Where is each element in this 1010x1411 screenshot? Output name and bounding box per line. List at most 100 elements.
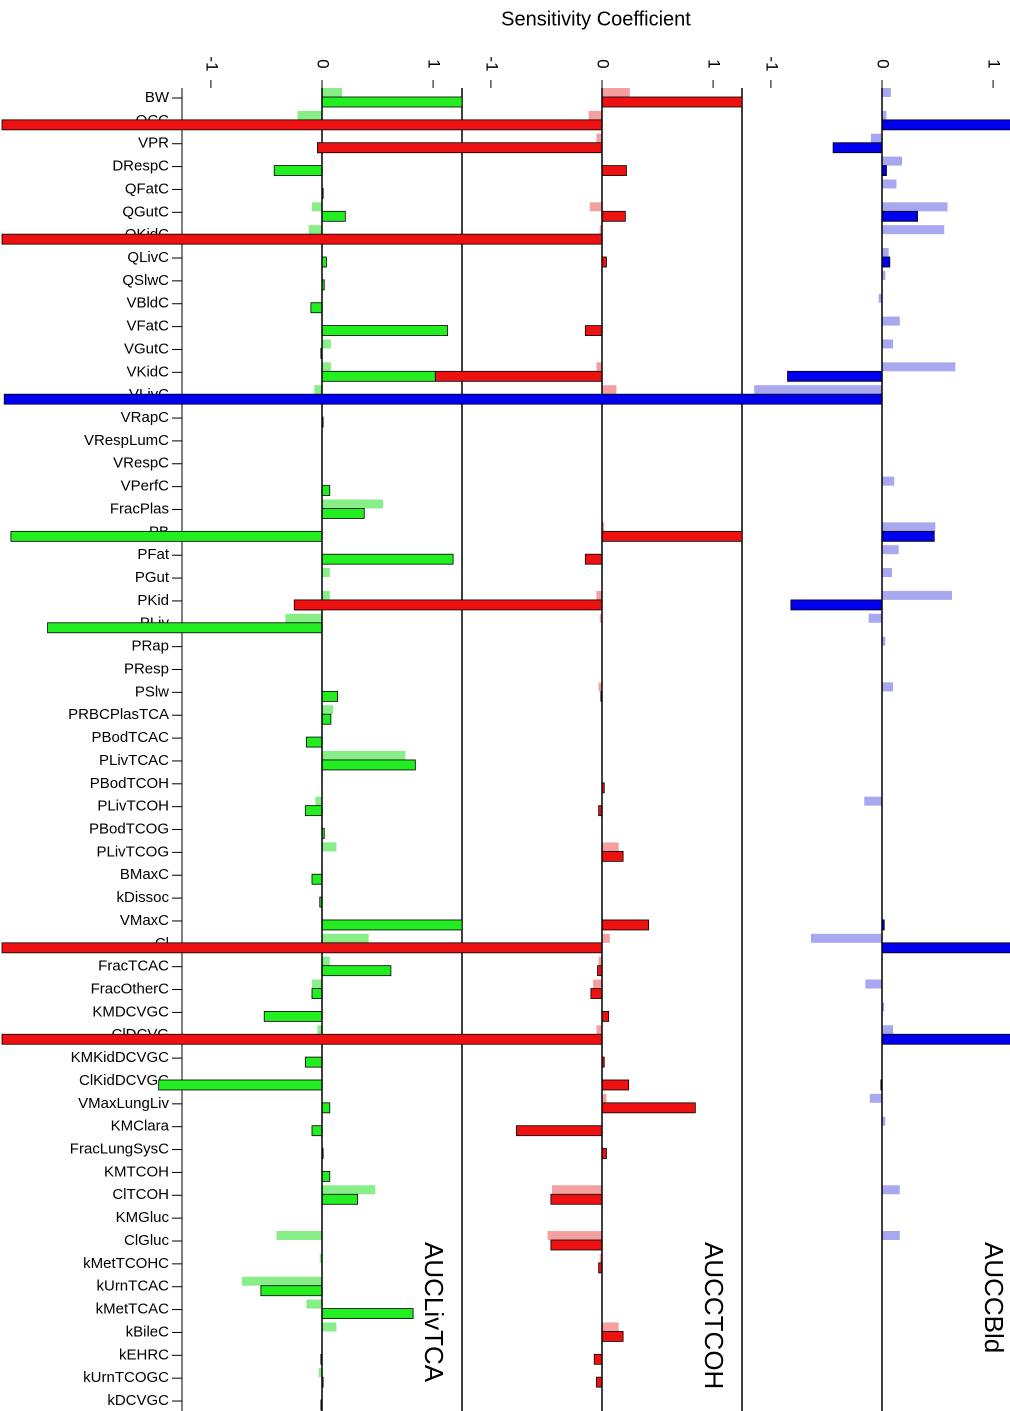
- bar: [601, 850, 624, 862]
- bar: [319, 1253, 322, 1263]
- x-tick-label: -1: [482, 56, 501, 71]
- y-tick-label: kDCVGC: [107, 1392, 169, 1409]
- y-tick-label: KMTCOH: [104, 1163, 169, 1180]
- bar: [434, 370, 603, 382]
- bar: [882, 88, 891, 97]
- y-tick-label: ClGluc: [124, 1232, 170, 1249]
- y-tick-label: VMaxC: [120, 912, 169, 929]
- y-tick-label: PBodTCOH: [90, 775, 169, 792]
- y-tick-label: BW: [145, 89, 170, 106]
- bar: [263, 1011, 323, 1022]
- bar: [601, 1102, 696, 1114]
- bar: [1, 1033, 603, 1045]
- y-tick-label: VGutC: [124, 340, 169, 357]
- y-tick-label: KMKidDCVGC: [71, 1049, 170, 1066]
- bar: [882, 1231, 900, 1240]
- bar: [881, 119, 1010, 131]
- bar: [596, 133, 602, 143]
- bar: [312, 202, 322, 212]
- bar: [869, 1093, 882, 1103]
- y-tick-label: QSlwC: [122, 272, 169, 289]
- bar: [790, 599, 883, 611]
- bar: [882, 682, 894, 692]
- y-tick-label: PRBCPlasTCA: [68, 706, 169, 723]
- y-tick-label: VFatC: [126, 318, 169, 335]
- bar: [293, 599, 603, 611]
- bar: [516, 1125, 603, 1137]
- x-tick-label: 1: [705, 59, 724, 68]
- y-tick-label: FracTCAC: [98, 958, 169, 975]
- y-tick-label: QGutC: [122, 203, 169, 220]
- y-tick-label: PSlw: [135, 683, 169, 700]
- bar: [881, 256, 891, 268]
- y-tick-label: kBileC: [126, 1323, 170, 1340]
- y-tick-label: DRespC: [112, 158, 169, 175]
- bar: [596, 590, 602, 600]
- y-tick-label: PLivTCAC: [99, 752, 169, 769]
- bar: [285, 613, 322, 623]
- bar: [273, 165, 323, 176]
- bar: [882, 1002, 885, 1012]
- bar: [593, 979, 602, 989]
- y-tick-label: FracPlas: [110, 500, 169, 517]
- bar: [322, 1185, 376, 1195]
- bar: [882, 1025, 894, 1035]
- bar: [584, 553, 603, 565]
- y-tick-label: VRapC: [121, 409, 170, 426]
- bar: [47, 622, 323, 634]
- y-tick-label: kMetTCAC: [96, 1301, 170, 1318]
- bar: [322, 362, 331, 372]
- bar: [882, 110, 887, 120]
- y-tick-label: PGut: [135, 569, 170, 586]
- y-tick-label: FracLungSysC: [70, 1141, 169, 1158]
- y-tick-label: ClTCOH: [112, 1186, 169, 1203]
- bar: [310, 302, 323, 314]
- bar: [602, 933, 610, 943]
- bar: [321, 965, 392, 977]
- x-tick-label: 0: [594, 59, 613, 68]
- bar: [599, 225, 602, 235]
- bar: [598, 682, 602, 692]
- y-tick-label: kUrnTCOGC: [83, 1369, 169, 1386]
- bar: [315, 796, 322, 806]
- bar: [311, 988, 323, 999]
- bar: [321, 759, 416, 771]
- bar: [601, 1079, 630, 1091]
- x-tick-label: 1: [985, 59, 1004, 68]
- y-tick-label: KMClara: [111, 1118, 170, 1135]
- bar: [882, 179, 897, 189]
- bar: [882, 248, 889, 258]
- bar: [312, 979, 322, 989]
- bar: [601, 919, 650, 931]
- bar: [590, 988, 603, 999]
- bar: [602, 88, 630, 97]
- chart-title: Sensitivity Coefficient: [501, 8, 691, 30]
- bar: [322, 568, 330, 578]
- x-tick-label: 0: [314, 59, 333, 68]
- y-tick-label: KMGluc: [116, 1209, 170, 1226]
- bar: [322, 956, 330, 966]
- bar: [881, 1033, 1010, 1045]
- bar: [321, 210, 346, 222]
- bar: [10, 530, 323, 542]
- y-tick-label: PKid: [137, 592, 169, 609]
- bar: [276, 1231, 322, 1240]
- bar: [304, 805, 323, 817]
- bar: [882, 316, 900, 326]
- bar: [1, 233, 603, 245]
- y-tick-label: VBldC: [126, 295, 169, 312]
- bar: [321, 553, 454, 565]
- panel-label: AUCCTCOH: [699, 1242, 729, 1389]
- y-tick-label: ClKidDCVGC: [79, 1072, 169, 1089]
- bar: [322, 705, 334, 715]
- bar: [882, 362, 956, 372]
- y-tick-label: PBodTCAC: [91, 729, 169, 746]
- bar: [596, 1376, 603, 1388]
- panel-label: AUCCBld: [979, 1242, 1009, 1353]
- bar: [602, 842, 619, 852]
- bar: [881, 942, 1010, 954]
- bar: [882, 225, 945, 235]
- bar: [882, 590, 952, 600]
- bar: [596, 362, 602, 372]
